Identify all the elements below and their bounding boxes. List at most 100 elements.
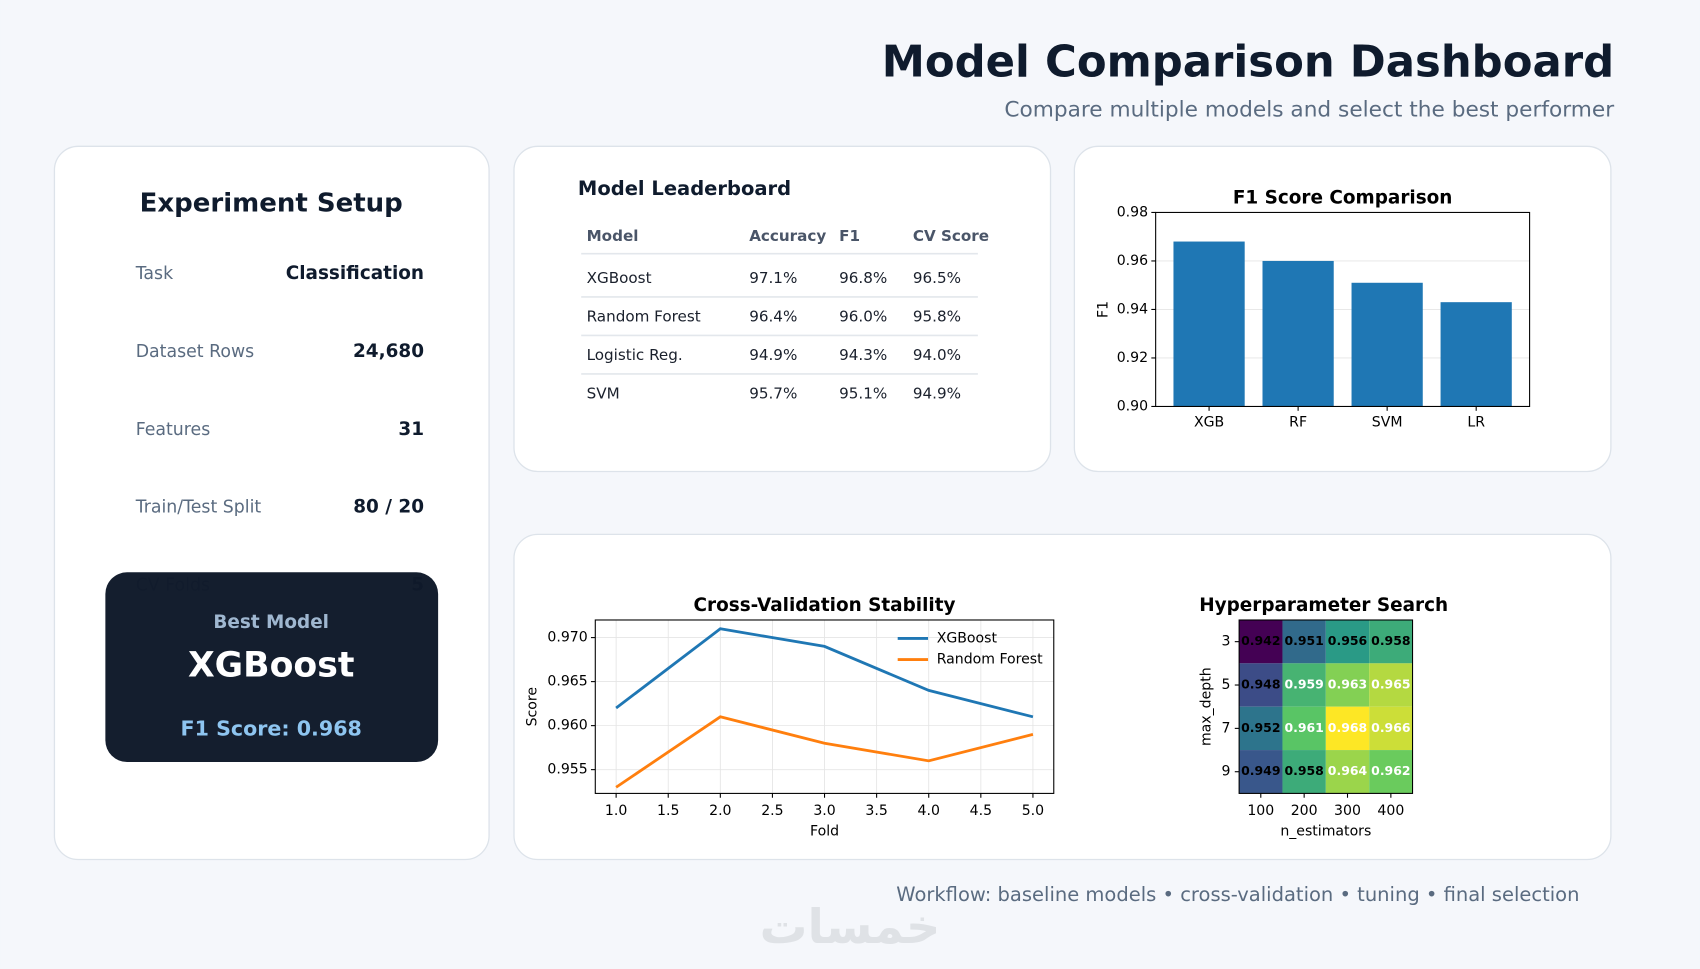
cell-label: 0.951 [1284,633,1323,648]
heatmap-cell [1325,706,1370,751]
x-tick-label: 400 [1377,803,1404,819]
x-tick-label: 1.0 [605,803,627,819]
best-model-box [105,572,439,762]
y-tick-label: 0.965 [547,674,587,690]
y-axis-label: Score [524,687,540,726]
setup-title: Experiment Setup [140,188,403,218]
setup-label: Task [135,264,173,284]
y-tick-label: 3 [1221,634,1230,650]
bar [1262,260,1334,407]
cell-label: 0.966 [1371,720,1410,735]
setup-value: Classification [286,263,424,284]
watermark: خمسات [760,900,941,955]
heatmap-cell [1369,706,1413,751]
x-tick-label: 100 [1247,803,1274,819]
legend-label: XGBoost [937,630,998,646]
leaderboard-card [513,145,1052,473]
setup-value: 24,680 [353,341,424,362]
cell-label: 0.958 [1284,763,1323,778]
cell-label: 0.958 [1371,633,1410,648]
cell-label: 0.956 [1328,633,1367,648]
x-tick-label: XGB [1194,415,1224,431]
leaderboard-title: Model Leaderboard [578,177,791,200]
x-tick-label: RF [1289,415,1307,431]
cell-label: 0.942 [1241,633,1280,648]
x-tick-label: 4.0 [918,803,940,819]
plot-frame [1238,619,1414,794]
table-cell: 94.0% [913,346,961,364]
y-tick-label: 0.94 [1117,301,1148,317]
table-header: CV Score [913,227,989,245]
best-model-heading: Best Model [213,612,329,633]
cell-label: 0.949 [1241,763,1280,778]
heatmap-cell [1282,750,1326,794]
table-header: Model [587,227,639,245]
setup-label: Features [136,420,211,440]
y-tick-label: 0.960 [547,718,587,734]
y-tick-label: 0.955 [547,762,587,778]
heatmap-cell [1325,663,1370,707]
cell-label: 0.963 [1328,677,1367,692]
y-tick-label: 7 [1221,720,1230,736]
plot-frame [1155,211,1531,408]
heatmap-cell [1325,750,1370,794]
x-tick-label: 4.5 [970,803,992,819]
table-header: F1 [839,227,860,245]
heatmap-cell [1239,663,1283,707]
line-series [615,715,1034,789]
table-cell: 96.4% [749,308,797,326]
chart-title: Cross-Validation Stability [694,595,956,616]
leaderboard-table: Model Accuracy F1 CV Score XGBoost 97.1% 96.8%… [581,227,989,402]
line-series [615,627,1034,719]
cell-label: 0.968 [1328,720,1367,735]
bar [1351,282,1423,407]
x-tick-label: 200 [1291,803,1318,819]
bar [1173,241,1245,407]
cell-label: 0.952 [1241,720,1280,735]
x-tick-label: 1.5 [657,803,679,819]
table-cell: 94.3% [839,346,887,364]
y-tick-label: 0.970 [547,630,587,646]
x-tick-label: LR [1467,415,1485,431]
page-title: Model Comparison Dashboard [882,38,1614,88]
cell-label: 0.948 [1241,677,1280,692]
cell-label: 0.962 [1371,763,1410,778]
table-header: Accuracy [749,227,826,245]
x-tick-label: 300 [1334,803,1361,819]
cell-label: 0.961 [1284,720,1323,735]
table-cell: Logistic Reg. [587,346,683,364]
x-tick-label: 2.5 [761,803,783,819]
x-tick-label: SVM [1372,415,1403,431]
heatmap-cell [1325,619,1370,664]
y-axis-label: max_depth [1199,667,1215,746]
cell-label: 0.964 [1328,763,1368,778]
table-cell: 94.9% [913,384,961,402]
plot-frame [594,619,1055,794]
table-cell: 96.5% [913,269,961,287]
best-model-score: F1 Score: 0.968 [181,716,362,740]
y-tick-label: 9 [1221,764,1230,780]
table-cell: 95.1% [839,384,887,402]
setup-value: 80 / 20 [353,497,424,518]
y-tick-label: 0.92 [1117,350,1148,366]
table-cell: 96.0% [839,308,887,326]
heatmap-cell [1369,750,1413,794]
table-cell: Random Forest [587,308,701,326]
best-model-name: XGBoost [188,646,354,686]
chart-title: Hyperparameter Search [1199,595,1448,616]
y-tick-label: 0.90 [1117,398,1148,414]
setup-label: Train/Test Split [135,498,262,518]
y-tick-label: 0.96 [1117,253,1148,269]
table-cell: 94.9% [749,346,797,364]
table-cell: 95.8% [913,308,961,326]
heatmap-cell [1369,663,1413,707]
x-tick-label: 3.5 [865,803,887,819]
table-cell: SVM [587,384,620,402]
chart-title: F1 Score Comparison [1233,187,1453,208]
table-cell: 97.1% [749,269,797,287]
cell-label: 0.959 [1284,677,1323,692]
heatmap-cell [1239,750,1283,794]
heatmap-cell [1282,706,1326,751]
heatmap-cell [1369,619,1413,664]
